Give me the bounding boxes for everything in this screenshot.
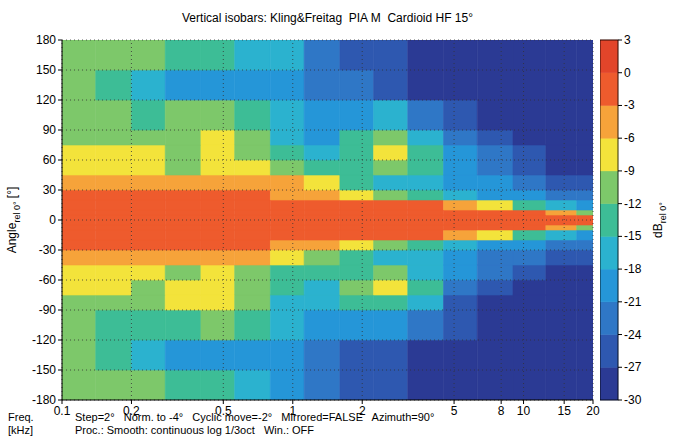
svg-text:15: 15 bbox=[557, 404, 571, 418]
svg-text:Anglerel 0° [°]: Anglerel 0° [°] bbox=[5, 187, 22, 254]
svg-text:-18: -18 bbox=[624, 262, 642, 276]
svg-text:-30: -30 bbox=[624, 393, 642, 407]
svg-text:3: 3 bbox=[624, 33, 631, 47]
svg-text:0: 0 bbox=[49, 213, 56, 227]
svg-text:0.1: 0.1 bbox=[54, 404, 71, 418]
svg-text:120: 120 bbox=[36, 93, 56, 107]
svg-text:5: 5 bbox=[451, 404, 458, 418]
svg-text:20: 20 bbox=[586, 404, 600, 418]
svg-text:-180: -180 bbox=[32, 393, 56, 407]
svg-text:-60: -60 bbox=[39, 273, 57, 287]
svg-text:-24: -24 bbox=[624, 328, 642, 342]
svg-text:-9: -9 bbox=[624, 164, 635, 178]
svg-text:-6: -6 bbox=[624, 131, 635, 145]
svg-text:8: 8 bbox=[498, 404, 505, 418]
svg-text:180: 180 bbox=[36, 33, 56, 47]
svg-text:150: 150 bbox=[36, 63, 56, 77]
svg-text:-21: -21 bbox=[624, 295, 642, 309]
svg-text:-30: -30 bbox=[39, 243, 57, 257]
svg-text:-120: -120 bbox=[32, 333, 56, 347]
svg-text:-15: -15 bbox=[624, 229, 642, 243]
svg-text:-27: -27 bbox=[624, 360, 642, 374]
svg-text:dBrel 0°: dBrel 0° bbox=[651, 202, 668, 238]
svg-text:0: 0 bbox=[624, 66, 631, 80]
svg-text:90: 90 bbox=[43, 123, 57, 137]
svg-text:60: 60 bbox=[43, 153, 57, 167]
svg-text:-3: -3 bbox=[624, 98, 635, 112]
svg-text:10: 10 bbox=[517, 404, 531, 418]
svg-text:-12: -12 bbox=[624, 197, 642, 211]
svg-text:-90: -90 bbox=[39, 303, 57, 317]
svg-text:-150: -150 bbox=[32, 363, 56, 377]
svg-text:30: 30 bbox=[43, 183, 57, 197]
